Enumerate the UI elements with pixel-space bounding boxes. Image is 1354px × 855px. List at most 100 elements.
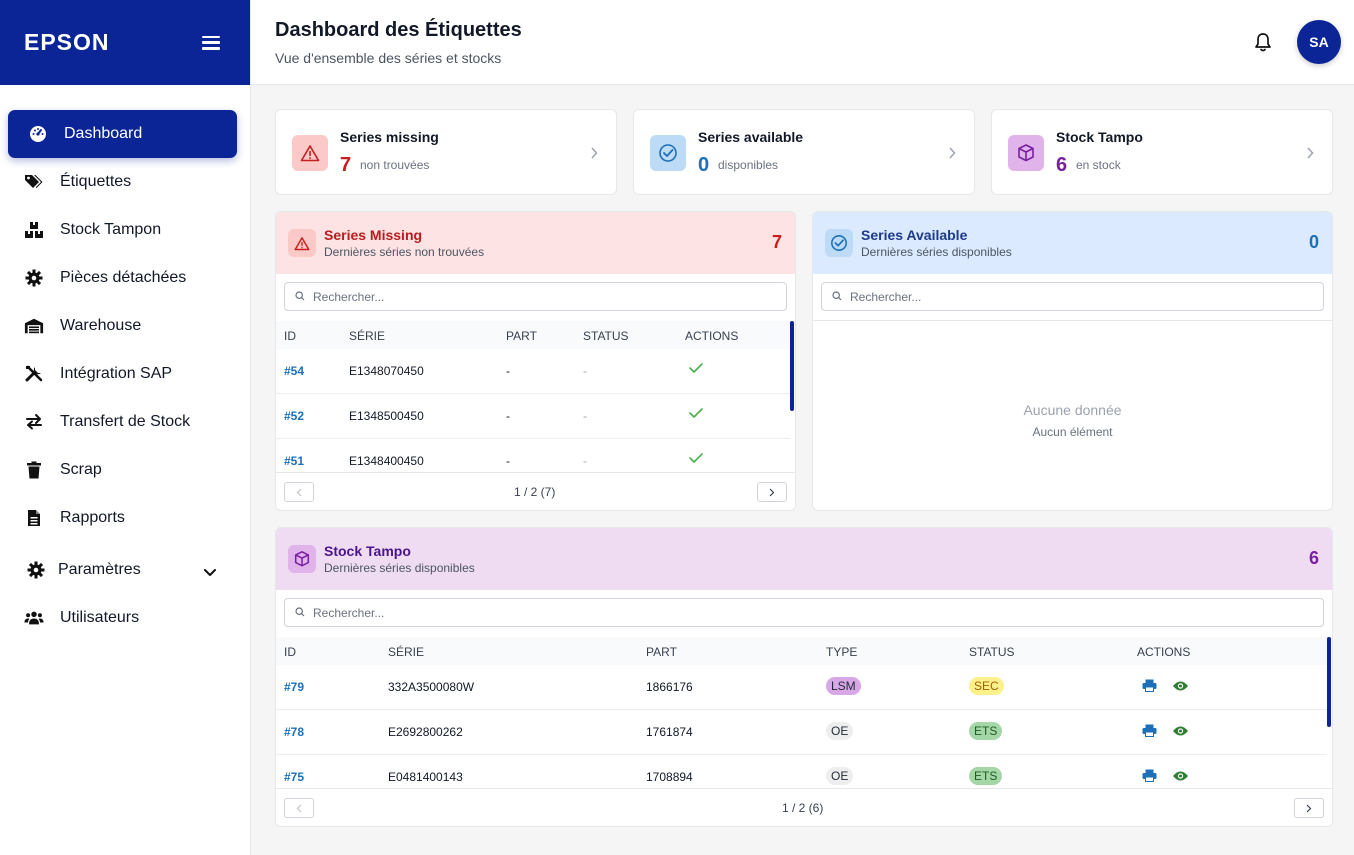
row-part: 1708894 — [646, 770, 693, 784]
panel-count: 0 — [1308, 232, 1319, 252]
page-subtitle: Vue d'ensemble des séries et stocks — [275, 50, 502, 66]
eye-icon[interactable] — [1172, 680, 1189, 695]
sidebar-item-scrap[interactable]: Scrap — [0, 446, 250, 494]
stat-card-series-missing[interactable]: Series missing 7 non trouvées — [275, 109, 617, 195]
sidebar-item-transfert-stock[interactable]: Transfert de Stock — [0, 398, 250, 446]
sidebar-item-label: Utilisateurs — [60, 609, 140, 626]
panel-header: Series Missing Dernières séries non trou… — [276, 212, 795, 274]
column-header: ID — [284, 645, 296, 659]
sidebar-item-label: Intégration SAP — [60, 365, 173, 382]
brand-logo: EPSON — [24, 29, 110, 55]
pagination: 1 / 2 (7) — [276, 472, 795, 510]
avatar[interactable]: SA — [1297, 20, 1341, 64]
stat-title: Stock Tampo — [1056, 129, 1143, 145]
panel-subtitle: Dernières séries disponibles — [324, 561, 475, 575]
status-badge: ETS — [969, 767, 1003, 785]
tools-icon — [24, 364, 44, 384]
gear-icon — [26, 560, 46, 580]
row-id-link[interactable]: #52 — [284, 409, 305, 423]
search-field[interactable] — [821, 282, 1324, 311]
print-icon[interactable] — [1142, 679, 1157, 695]
hamburger-menu-icon[interactable] — [202, 35, 220, 50]
sidebar: EPSON Dashboard Étiquettes Stock Tampon — [0, 0, 251, 855]
sidebar-nav: Dashboard Étiquettes Stock Tampon Pièces… — [0, 85, 250, 642]
chevron-down-icon[interactable] — [204, 564, 216, 582]
type-badge: OE — [826, 767, 854, 785]
table-scrollbar[interactable] — [1327, 637, 1331, 727]
stat-value: 0 — [698, 154, 710, 176]
panel-subtitle: Dernières séries non trouvées — [324, 245, 485, 259]
stat-title: Series available — [698, 129, 804, 145]
prev-page-button[interactable] — [284, 482, 314, 502]
bell-icon[interactable] — [1253, 32, 1273, 58]
sidebar-item-dashboard[interactable]: Dashboard — [8, 110, 237, 158]
transfer-arrows-icon — [24, 412, 44, 432]
column-header: SÉRIE — [349, 329, 386, 343]
type-badge: OE — [826, 722, 854, 740]
table-row: #51 E1348400450 - - — [276, 439, 790, 472]
gear-icon — [24, 268, 44, 288]
brand-bar: EPSON — [0, 0, 250, 85]
panel-stock-tampo: Stock Tampo Dernières séries disponibles… — [275, 527, 1333, 827]
row-id-link[interactable]: #78 — [284, 725, 305, 739]
column-header: TYPE — [826, 645, 858, 659]
panel-header: Series Available Dernières séries dispon… — [813, 212, 1332, 274]
search-input[interactable] — [850, 289, 1292, 304]
sidebar-item-rapports[interactable]: Rapports — [0, 494, 250, 542]
row-serie: E1348500450 — [349, 409, 424, 423]
search-input[interactable] — [313, 289, 755, 304]
table-header: ID SÉRIE PART STATUS ACTIONS — [276, 321, 790, 349]
sidebar-item-parametres[interactable]: Paramètres — [0, 546, 250, 594]
search-icon — [295, 288, 305, 306]
next-page-button[interactable] — [1294, 798, 1324, 818]
stat-label: non trouvées — [360, 158, 430, 172]
table-scrollbar[interactable] — [790, 321, 794, 411]
sidebar-item-integration-sap[interactable]: Intégration SAP — [0, 350, 250, 398]
chevron-right-icon — [1306, 146, 1314, 164]
search-field[interactable] — [284, 598, 1324, 627]
panel-subtitle: Dernières séries disponibles — [861, 245, 1012, 259]
sidebar-item-etiquettes[interactable]: Étiquettes — [0, 158, 250, 206]
row-id-link[interactable]: #51 — [284, 454, 305, 468]
next-page-button[interactable] — [757, 482, 787, 502]
row-id-link[interactable]: #54 — [284, 364, 305, 378]
sidebar-item-pieces-detachees[interactable]: Pièces détachées — [0, 254, 250, 302]
prev-page-button[interactable] — [284, 798, 314, 818]
warning-triangle-icon — [288, 229, 316, 257]
dashboard-gauge-icon — [28, 124, 48, 144]
stat-card-series-available[interactable]: Series available 0 disponibles — [633, 109, 975, 195]
table-row: #79 332A3500080W 1866176 LSM SEC — [276, 665, 1327, 710]
sidebar-item-label: Pièces détachées — [60, 269, 187, 286]
print-icon[interactable] — [1142, 769, 1157, 785]
column-header: SÉRIE — [388, 645, 425, 659]
print-icon[interactable] — [1142, 724, 1157, 740]
check-icon[interactable] — [689, 407, 703, 422]
panel-title: Series Available — [861, 227, 968, 243]
row-serie: 332A3500080W — [388, 680, 475, 694]
row-part: - — [506, 454, 510, 468]
search-input[interactable] — [313, 605, 1239, 620]
eye-icon[interactable] — [1172, 725, 1189, 740]
sidebar-item-utilisateurs[interactable]: Utilisateurs — [0, 594, 250, 642]
check-icon[interactable] — [689, 452, 703, 467]
row-part: 1761874 — [646, 725, 693, 739]
stat-value: 6 — [1056, 154, 1068, 176]
column-header: ACTIONS — [685, 329, 739, 343]
check-icon[interactable] — [689, 362, 703, 377]
search-icon — [832, 288, 842, 306]
search-icon — [295, 604, 305, 622]
sidebar-item-warehouse[interactable]: Warehouse — [0, 302, 250, 350]
sidebar-item-label: Étiquettes — [60, 173, 132, 190]
panel-series-missing: Series Missing Dernières séries non trou… — [275, 211, 796, 511]
search-field[interactable] — [284, 282, 787, 311]
stat-card-stock-tampo[interactable]: Stock Tampo 6 en stock — [991, 109, 1333, 195]
warning-triangle-icon — [292, 135, 328, 171]
row-id-link[interactable]: #75 — [284, 770, 305, 784]
pagination: 1 / 2 (6) — [276, 788, 1332, 826]
sidebar-item-stock-tampon[interactable]: Stock Tampon — [0, 206, 250, 254]
empty-state-subtitle: Aucun élément — [1032, 425, 1113, 439]
panel-title: Stock Tampo — [324, 543, 411, 559]
row-id-link[interactable]: #79 — [284, 680, 305, 694]
pagination-info: 1 / 2 (7) — [514, 485, 556, 499]
eye-icon[interactable] — [1172, 770, 1189, 785]
